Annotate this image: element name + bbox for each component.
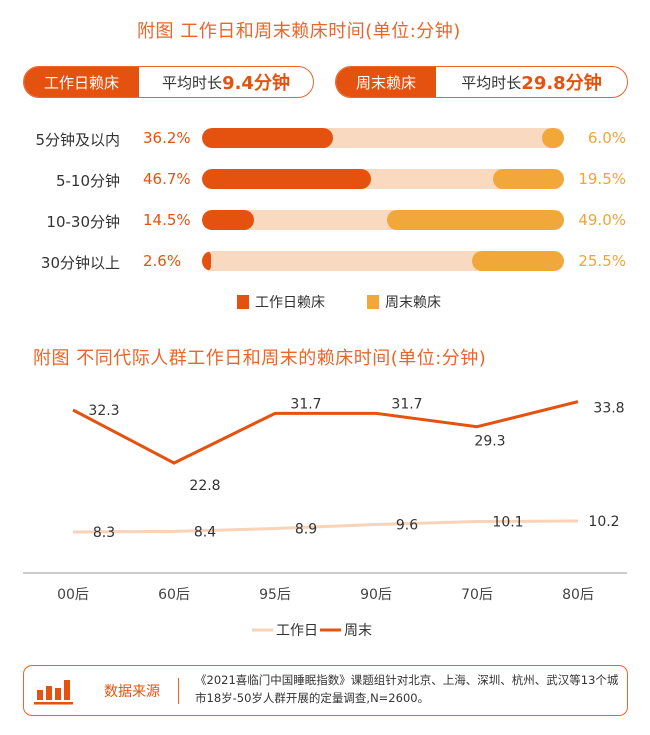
- weekend-summary-pill: 周末赖床 平均时长 29.8分钟: [335, 66, 628, 98]
- legend-label-weekday-line: 工作日: [276, 623, 318, 639]
- line-chart: 00后 60后 95后 90后 70后 80后 8.3 8.4 8.9 9.6 10.1 10.2 32…: [23, 396, 627, 639]
- data-source-box: 数据来源 《2021喜临门中国睡眠指数》课题组针对北京、上海、深圳、杭州、武汉等…: [23, 665, 628, 716]
- x-tick-label: 60后: [158, 587, 190, 603]
- weekday-data-label: 8.9: [295, 522, 317, 538]
- x-tick-label: 80后: [562, 587, 594, 603]
- data-source-title: 数据来源: [104, 684, 160, 700]
- weekday-data-label: 10.2: [588, 514, 619, 530]
- line-chart-title: 附图 不同代际人群工作日和周末的赖床时间(单位:分钟): [33, 348, 487, 369]
- weekday-summary-prefix: 平均时长: [162, 73, 223, 92]
- weekend-data-label: 31.7: [391, 396, 422, 412]
- weekday-average-value: 9.4分钟: [222, 73, 290, 94]
- weekday-bar: [202, 169, 372, 189]
- bar-category-label: 5分钟及以内: [35, 131, 120, 149]
- weekend-line: [72, 400, 579, 465]
- weekend-value-label: 6.0%: [587, 129, 626, 147]
- weekend-data-label: 22.8: [189, 478, 220, 494]
- weekend-bar: [471, 251, 564, 271]
- weekday-data-label: 8.3: [93, 525, 115, 541]
- bar-category-label: 30分钟以上: [40, 254, 120, 272]
- weekday-summary-tag: 工作日赖床: [24, 67, 139, 97]
- data-source-text: 《2021喜临门中国睡眠指数》课题组针对北京、上海、深圳、杭州、武汉等13个城市…: [195, 673, 619, 705]
- weekday-data-label: 9.6: [396, 517, 418, 533]
- weekend-bar: [386, 210, 564, 230]
- weekend-summary-prefix: 平均时长: [461, 73, 522, 92]
- weekday-bar: [202, 251, 212, 271]
- legend-label-weekday: 工作日赖床: [255, 295, 325, 311]
- bar-category-label: 10-30分钟: [46, 213, 120, 231]
- weekend-data-label: 32.3: [88, 403, 119, 419]
- bar-legend-weekday: 工作日赖床: [237, 292, 325, 312]
- weekend-data-label: 33.8: [593, 401, 624, 417]
- x-tick-label: 00后: [57, 587, 89, 603]
- weekend-bar: [542, 128, 564, 148]
- bar-chart-icon: [34, 680, 73, 705]
- bar-chart-title: 附图 工作日和周末赖床时间(单位:分钟): [137, 21, 461, 42]
- weekend-value-label: 19.5%: [578, 170, 626, 188]
- x-tick-label: 95后: [259, 587, 291, 603]
- bar-category-label: 5-10分钟: [55, 172, 120, 190]
- weekday-summary-pill: 工作日赖床 平均时长 9.4分钟: [23, 66, 314, 98]
- bar-legend-weekend: 周末赖床: [367, 292, 441, 312]
- bar-track: [202, 169, 564, 189]
- weekend-data-label: 29.3: [474, 434, 505, 450]
- weekday-data-label: 10.1: [492, 515, 523, 531]
- data-source-divider: [178, 678, 179, 704]
- x-tick-label: 70后: [461, 587, 493, 603]
- weekday-bar: [202, 210, 255, 230]
- weekend-bar: [493, 169, 564, 189]
- weekday-value-label: 36.2%: [143, 129, 191, 147]
- bar-track: [202, 251, 564, 271]
- x-tick-label: 90后: [360, 587, 392, 603]
- weekday-line: [72, 519, 579, 534]
- weekend-average-value: 29.8分钟: [521, 73, 602, 94]
- legend-label-weekend-line: 周末: [344, 623, 372, 639]
- bar-track: [202, 210, 564, 230]
- legend-swatch-weekday: [237, 295, 249, 309]
- weekend-value-label: 25.5%: [578, 252, 626, 270]
- weekday-summary-value: 平均时长 9.4分钟: [139, 69, 313, 95]
- weekend-summary-value: 平均时长 29.8分钟: [436, 69, 627, 95]
- weekday-value-label: 2.6%: [143, 252, 182, 270]
- bar-track: [202, 128, 564, 148]
- weekday-value-label: 46.7%: [143, 170, 191, 188]
- legend-label-weekend: 周末赖床: [385, 295, 441, 311]
- weekday-value-label: 14.5%: [143, 211, 191, 229]
- weekend-value-label: 49.0%: [578, 211, 626, 229]
- legend-swatch-weekend: [367, 295, 379, 309]
- weekday-bar: [202, 128, 334, 148]
- weekend-data-label: 31.7: [290, 396, 321, 412]
- weekend-summary-tag: 周末赖床: [336, 67, 436, 97]
- weekday-data-label: 8.4: [194, 524, 216, 540]
